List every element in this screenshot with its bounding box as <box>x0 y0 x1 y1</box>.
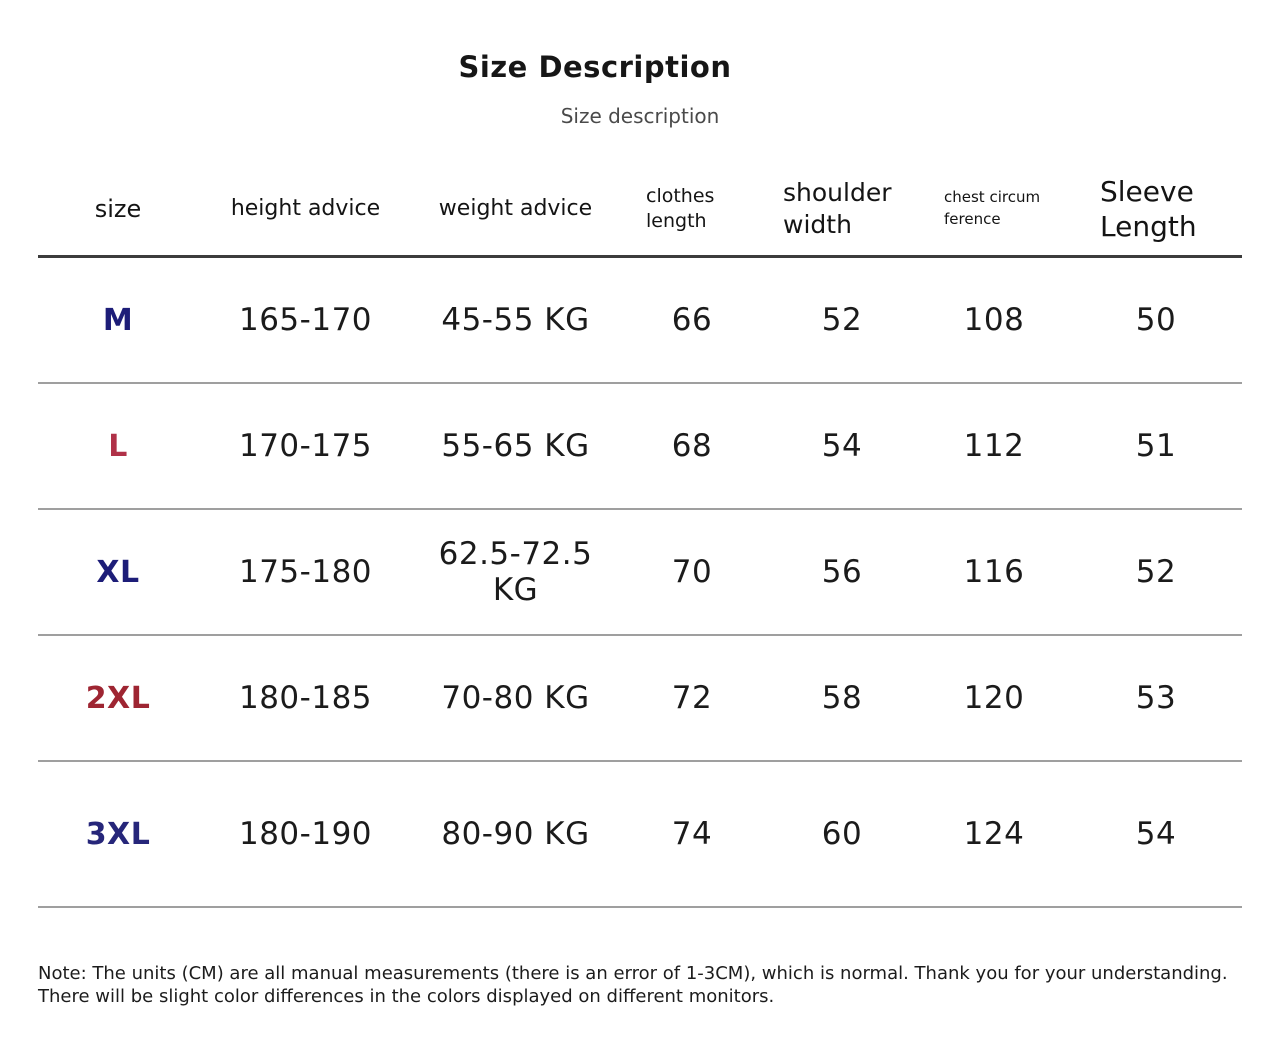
table-row: L 170-175 55-65 KG 68 54 112 51 <box>38 384 1242 510</box>
cell-height-advice: 175-180 <box>238 554 373 590</box>
cell-size: 2XL <box>85 680 151 716</box>
cell-height-advice: 170-175 <box>238 428 373 464</box>
table-row: 3XL 180-190 80-90 KG 74 60 124 54 <box>38 762 1242 908</box>
cell-clothes-length: 74 <box>671 816 713 852</box>
col-header-size: size <box>94 194 142 223</box>
table-row: M 165-170 45-55 KG 66 52 108 50 <box>38 258 1242 384</box>
measurement-note: Note: The units (CM) are all manual meas… <box>38 963 1228 1008</box>
cell-clothes-length: 70 <box>671 554 713 590</box>
cell-shoulder-width: 56 <box>821 554 863 590</box>
cell-sleeve-length: 54 <box>1135 816 1177 852</box>
cell-shoulder-width: 58 <box>821 680 863 716</box>
col-header-sleeve-length: Sleeve Length <box>1100 174 1197 243</box>
cell-size: 3XL <box>85 816 151 852</box>
cell-size: M <box>102 302 134 338</box>
cell-shoulder-width: 54 <box>821 428 863 464</box>
page-title: Size Description <box>458 50 732 84</box>
cell-clothes-length: 72 <box>671 680 713 716</box>
table-row: XL 175-180 62.5-72.5 KG 70 56 116 52 <box>38 510 1242 636</box>
col-header-chest-circumference: chest circumference <box>944 187 1041 228</box>
table-body: M 165-170 45-55 KG 66 52 108 50 L 170-17… <box>38 258 1242 908</box>
cell-chest-circumference: 112 <box>963 428 1025 464</box>
cell-clothes-length: 68 <box>671 428 713 464</box>
cell-height-advice: 165-170 <box>238 302 373 338</box>
col-header-clothes-length: clothes length <box>646 184 715 232</box>
cell-shoulder-width: 60 <box>821 816 863 852</box>
cell-weight-advice: 70-80 KG <box>441 680 590 716</box>
table-header-row: size height advice weight advice clothes… <box>38 162 1242 258</box>
cell-shoulder-width: 52 <box>821 302 863 338</box>
cell-weight-advice: 55-65 KG <box>441 428 590 464</box>
cell-weight-advice: 80-90 KG <box>441 816 590 852</box>
cell-size: L <box>108 428 128 464</box>
cell-height-advice: 180-190 <box>238 816 373 852</box>
size-table: size height advice weight advice clothes… <box>38 162 1242 908</box>
col-header-height-advice: height advice <box>230 196 381 221</box>
table-row: 2XL 180-185 70-80 KG 72 58 120 53 <box>38 636 1242 762</box>
cell-weight-advice: 62.5-72.5 KG <box>438 536 593 608</box>
cell-height-advice: 180-185 <box>238 680 373 716</box>
cell-sleeve-length: 51 <box>1135 428 1177 464</box>
cell-sleeve-length: 52 <box>1135 554 1177 590</box>
cell-size: XL <box>96 554 140 590</box>
cell-chest-circumference: 116 <box>963 554 1025 590</box>
cell-sleeve-length: 50 <box>1135 302 1177 338</box>
cell-weight-advice: 45-55 KG <box>441 302 590 338</box>
col-header-weight-advice: weight advice <box>438 196 593 221</box>
cell-chest-circumference: 124 <box>963 816 1025 852</box>
cell-chest-circumference: 120 <box>963 680 1025 716</box>
cell-clothes-length: 66 <box>671 302 713 338</box>
page-subtitle: Size description <box>560 104 720 128</box>
cell-sleeve-length: 53 <box>1135 680 1177 716</box>
cell-chest-circumference: 108 <box>963 302 1025 338</box>
col-header-shoulder-width: shoulder width <box>783 178 892 239</box>
